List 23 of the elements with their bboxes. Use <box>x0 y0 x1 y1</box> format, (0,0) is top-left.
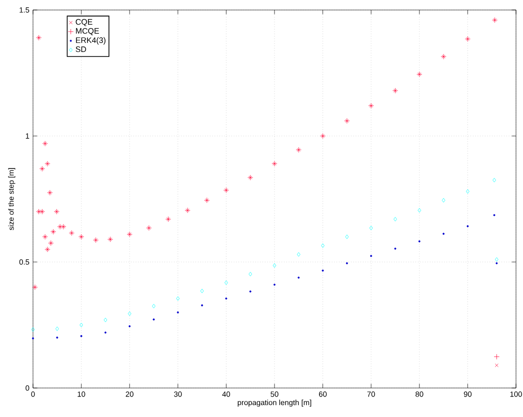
point <box>200 288 204 294</box>
point <box>80 322 83 328</box>
point <box>418 208 422 213</box>
point <box>394 216 397 222</box>
point <box>466 189 470 194</box>
point <box>345 234 349 239</box>
point <box>494 257 498 262</box>
point <box>128 311 132 316</box>
point <box>492 178 496 182</box>
point <box>296 252 300 257</box>
point <box>494 354 500 360</box>
point <box>176 296 180 301</box>
point <box>224 280 228 285</box>
point <box>442 198 446 202</box>
point <box>248 272 252 276</box>
point <box>272 263 276 268</box>
point <box>494 364 498 368</box>
point <box>369 226 373 230</box>
point <box>104 318 108 322</box>
point <box>55 326 59 331</box>
point <box>31 327 35 332</box>
point <box>321 243 324 248</box>
point <box>152 304 156 308</box>
